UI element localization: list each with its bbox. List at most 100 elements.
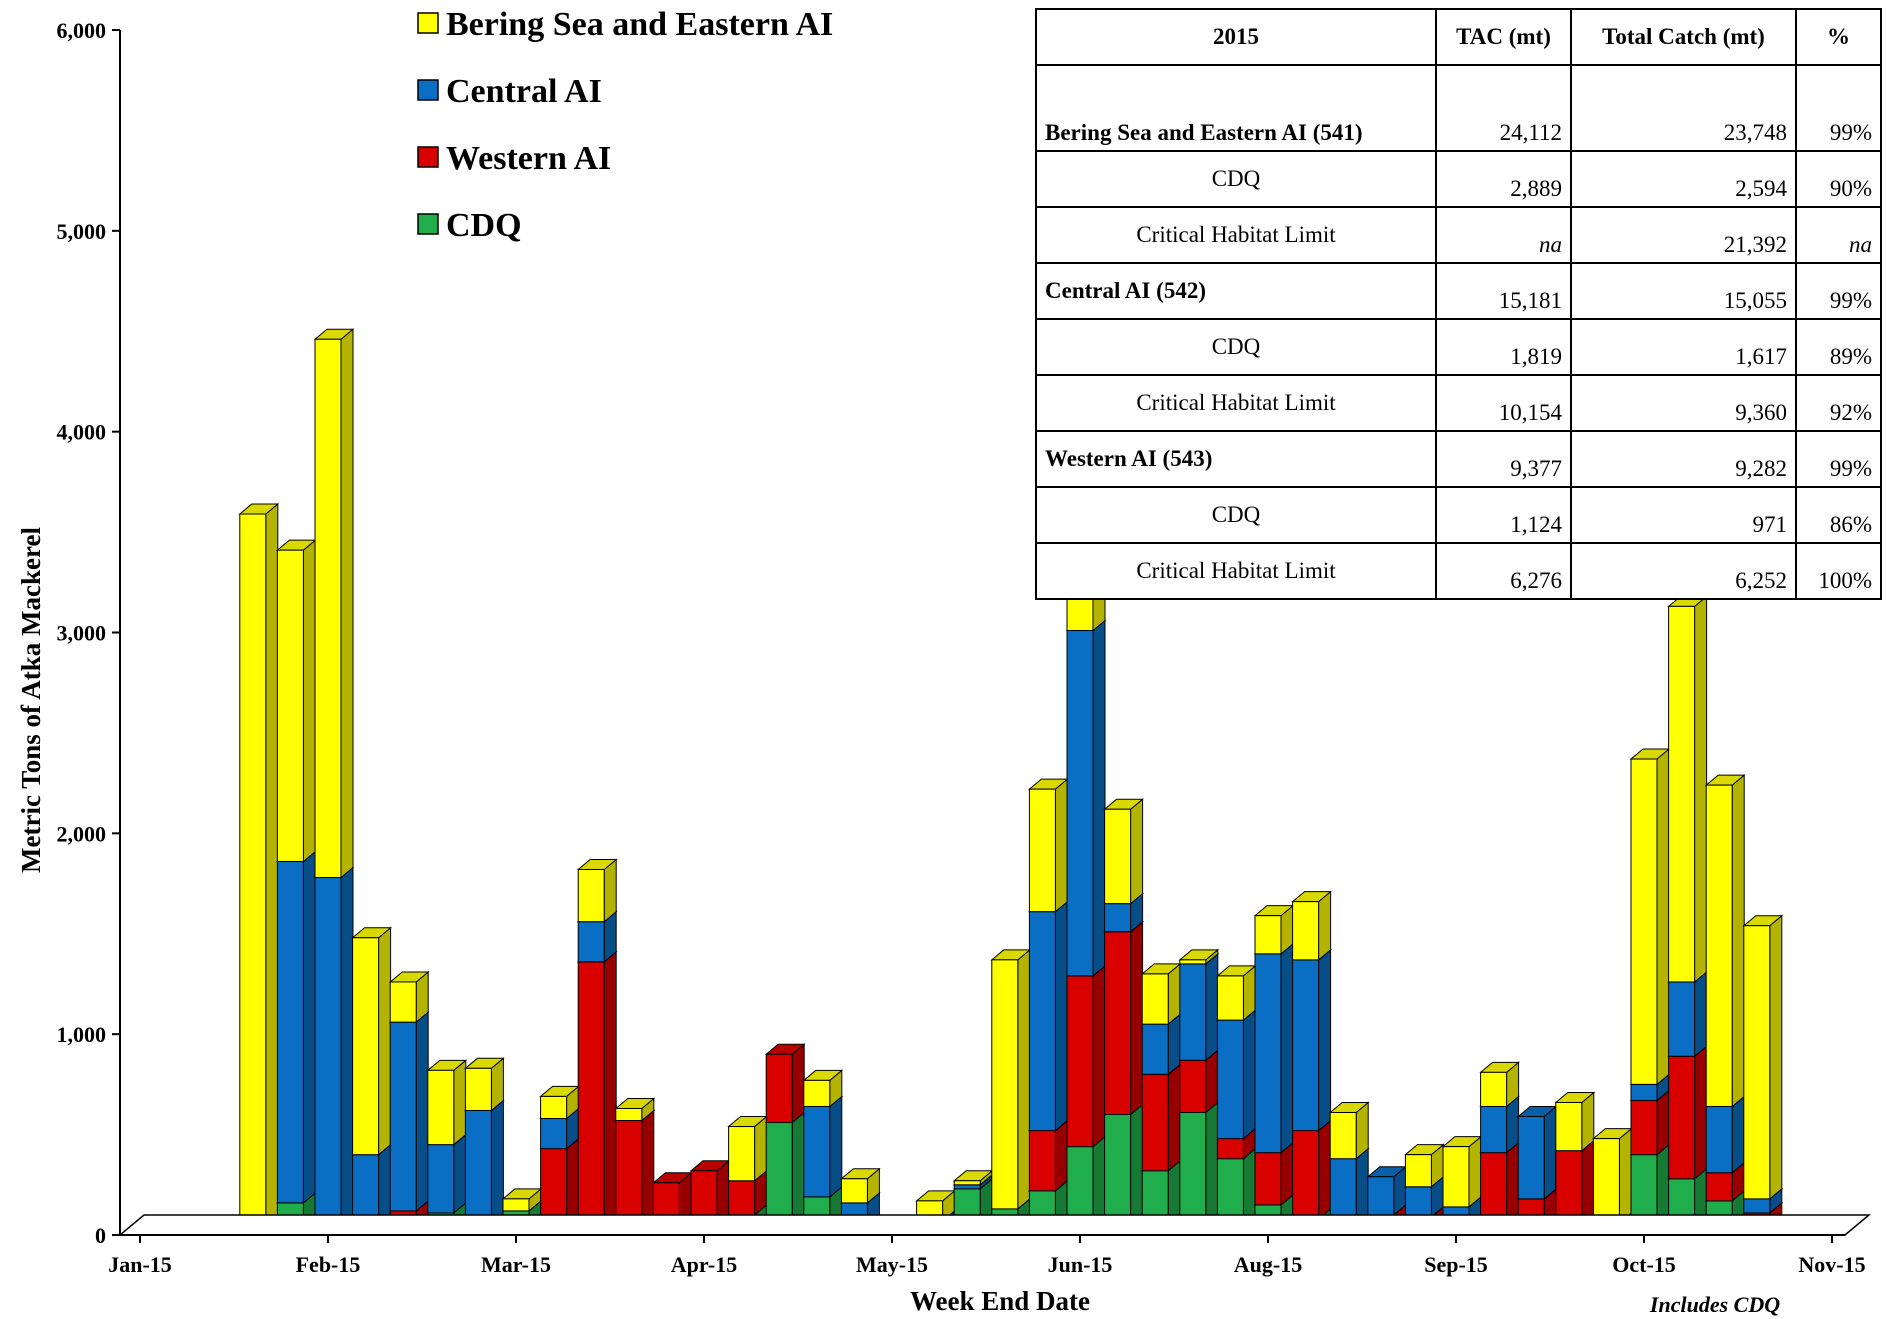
percent-value: 99% [1795,430,1882,488]
y-tick-label: 6,000 [57,18,107,43]
bar-segment-central-ai [426,1133,468,1214]
y-tick-label: 3,000 [57,621,107,646]
bar-front [540,1095,568,1120]
bar-front [1705,784,1733,1107]
bar-side [1543,1105,1557,1200]
bar-segment-central-ai [802,1095,844,1198]
bar-front [728,1126,756,1182]
bar-side [340,866,354,1237]
x-axis-title: Week End Date [910,1286,1090,1316]
bar-segment-bering-sea-and-eastern-ai [802,1069,844,1108]
bar-side [1318,1119,1332,1221]
bar-front [540,1118,568,1150]
bar-front [1141,1073,1169,1172]
y-tick-label: 1,000 [57,1022,107,1047]
catch-value: 971 [1570,486,1797,544]
bar-segment-central-ai [1028,900,1069,1132]
tac-value: 9,377 [1435,430,1572,488]
bar-front [1066,975,1094,1148]
bar-segment-bering-sea-and-eastern-ai [1028,778,1069,913]
tac-value: 10,154 [1435,374,1572,432]
bar-segment-central-ai [1667,970,1708,1058]
bar-side [1130,920,1144,1116]
bar-segment-bering-sea-and-eastern-ai [539,1085,580,1120]
bar-front [728,1180,756,1216]
bar-front [1367,1176,1395,1216]
bar-side [1468,1135,1482,1208]
bar-front [464,1067,492,1111]
bar-front [239,513,267,1236]
bar-segment-central-ai [1216,1009,1257,1140]
bar-front [1254,1152,1282,1206]
table-row: Critical Habitat Limit 10,154 9,360 92% [1035,374,1882,432]
x-tick-label: Apr-15 [671,1252,737,1277]
bar-front [1592,1138,1620,1224]
bar-side [1205,1049,1219,1114]
row-label: Critical Habitat Limit [1035,206,1437,264]
y-tick-label: 0 [95,1223,106,1248]
bar-front [1254,953,1282,1154]
x-tick-label: Feb-15 [296,1252,361,1277]
bar-segment-bering-sea-and-eastern-ai [1629,747,1671,1086]
catch-value: 9,360 [1570,374,1797,432]
bar-segment-central-ai [1366,1165,1408,1216]
legend-label: Bering Sea and Eastern AI [446,6,833,43]
bar-front [840,1178,868,1204]
table-row: Central AI (542) 15,181 15,055 99% [1035,262,1882,320]
bar-front [502,1198,530,1212]
x-tick-label: Mar-15 [481,1252,551,1277]
bar-segment-bering-sea-and-eastern-ai [1592,1127,1633,1225]
bar-segment-bering-sea-and-eastern-ai [727,1115,768,1182]
tac-value: 15,181 [1435,262,1572,320]
includes-cdq-note: Includes CDQ [1649,1292,1780,1317]
bar-side [791,1043,805,1124]
bar-front [1292,959,1320,1132]
x-tick-label: Nov-15 [1798,1252,1865,1277]
bar-side [415,1011,429,1212]
bar-segment-bering-sea-and-eastern-ai [1479,1061,1520,1108]
bar-front [1104,931,1132,1115]
bar-side [1205,952,1219,1062]
bar-front [1179,1059,1207,1113]
row-label: Central AI (542) [1035,262,1437,320]
bar-front [314,338,342,879]
tac-value: na [1435,206,1572,264]
bar-front [1179,959,1207,965]
row-label: Critical Habitat Limit [1035,374,1437,432]
bar-segment-bering-sea-and-eastern-ai [1140,962,1182,1026]
bar-front [1517,1116,1545,1200]
bar-segment-western-ai [764,1043,806,1124]
bar-front [389,981,417,1023]
bar-front [1668,605,1696,983]
table-header-row: 2015 TAC (mt) Total Catch (mt) % [1035,8,1882,66]
y-tick-label: 2,000 [57,821,107,846]
bar-segment-western-ai [1028,1119,1069,1192]
bar-side [1054,900,1068,1132]
bar-side [1731,774,1745,1108]
bar-front [1480,1071,1508,1107]
bar-front [1028,911,1056,1132]
bar-segment-bering-sea-and-eastern-ai [1103,798,1144,905]
table-row: Bering Sea and Eastern AI (541) 24,112 23,… [1035,64,1882,152]
x-tick-label: Jan-15 [108,1252,172,1277]
bar-side [1694,1045,1708,1180]
bar-segment-bering-sea-and-eastern-ai [1216,964,1257,1022]
bar-front [1668,981,1696,1057]
chart-floor [117,1214,1872,1236]
bar-front [1179,963,1207,1061]
tac-value: 24,112 [1435,64,1572,152]
bar-side [1694,970,1708,1058]
x-tick-label: Aug-15 [1234,1252,1302,1277]
x-tick-label: Sep-15 [1424,1252,1488,1277]
bar-front [1329,1111,1357,1160]
bar-segment-bering-sea-and-eastern-ai [1704,774,1746,1108]
bar-side [1656,1089,1670,1156]
bar-segment-bering-sea-and-eastern-ai [952,1169,994,1186]
bar-segment-bering-sea-and-eastern-ai [840,1167,881,1204]
bar-side [1694,595,1708,984]
x-tick-label: Oct-15 [1612,1252,1676,1277]
percent-value: 99% [1795,262,1882,320]
x-tick-label: May-15 [856,1252,928,1277]
catch-value: 21,392 [1570,206,1797,264]
